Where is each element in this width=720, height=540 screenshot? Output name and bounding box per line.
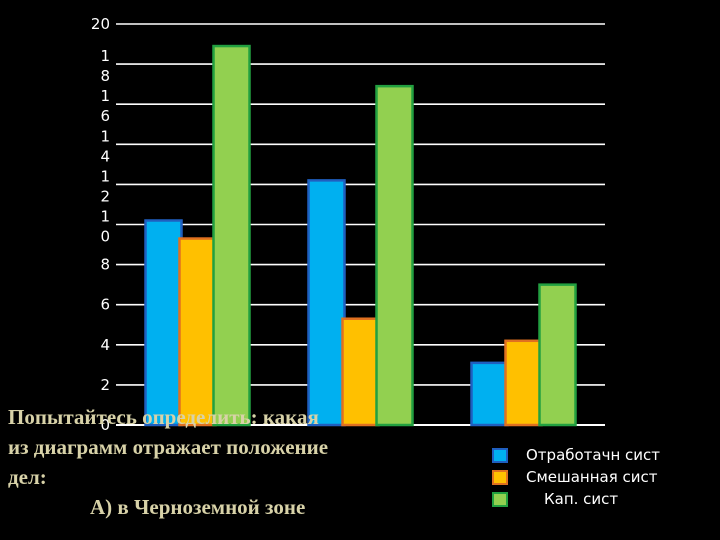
y-tick-label: 8 [100, 256, 110, 274]
bar [375, 84, 414, 427]
y-tick-label: 6 [100, 296, 110, 314]
bar [307, 179, 346, 427]
legend-label: Отработачн сист [526, 446, 661, 464]
bar [212, 44, 251, 427]
legend-label: Смешанная сист [526, 468, 658, 486]
legend-swatch [492, 448, 508, 463]
caption-line-2: из диаграмм отражает положение [8, 435, 329, 459]
legend-swatch [492, 492, 508, 507]
bar [341, 317, 380, 427]
y-tick-label: 20 [91, 15, 110, 33]
bar [144, 219, 183, 427]
legend-label: Кап. сист [544, 490, 619, 508]
y-tick-label: 2 [100, 376, 110, 394]
caption-line-3: дел: [8, 465, 47, 489]
y-axis-tick-labels: 0 2 4 6 8 1 01 21 41 61 8 20 [91, 15, 110, 434]
y-tick-label: 4 [100, 336, 110, 354]
caption-line-1: Попытайтесь определить: какая [8, 405, 319, 429]
bars [144, 44, 577, 427]
question-caption: Попытайтесь определить: какая из диаграм… [8, 402, 448, 522]
bar [538, 283, 577, 427]
y-tick-label: 0 [100, 416, 110, 434]
bar [178, 237, 217, 427]
legend-swatch [492, 470, 508, 485]
caption-line-4: А) в Черноземной зоне [90, 495, 306, 519]
bar [504, 339, 543, 427]
bar [470, 361, 509, 427]
